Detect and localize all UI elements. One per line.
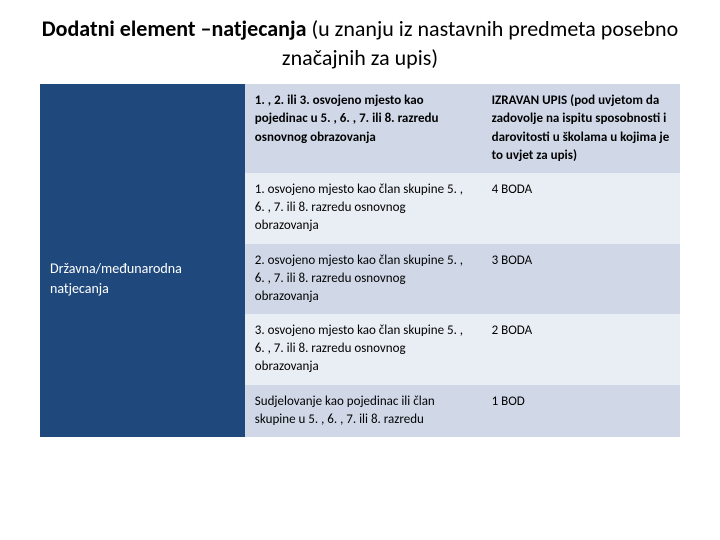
header-criterion: 1. , 2. ili 3. osvojeno mjesto kao pojed…: [245, 84, 482, 173]
table-row: 1. osvojeno mjesto kao član skupine 5. ,…: [40, 173, 680, 244]
left-spacer: [40, 385, 245, 437]
table-header-row: 1. , 2. ili 3. osvojeno mjesto kao pojed…: [40, 84, 680, 173]
header-result: IZRAVAN UPIS (pod uvjetom da zadovolje n…: [482, 84, 680, 173]
left-spacer: [40, 173, 245, 244]
row-points: 3 BODA: [482, 244, 680, 315]
row-points: 2 BODA: [482, 314, 680, 385]
row-criterion: 2. osvojeno mjesto kao član skupine 5. ,…: [245, 244, 482, 315]
page-title: Dodatni element –natjecanja (u znanju iz…: [40, 15, 680, 72]
row-criterion: Sudjelovanje kao pojedinac ili član skup…: [245, 385, 482, 437]
row-points: 1 BOD: [482, 385, 680, 437]
left-header-empty: [40, 84, 245, 173]
title-main: znanju iz nastavnih predmeta posebno zna…: [282, 15, 678, 71]
table-row: 3. osvojeno mjesto kao član skupine 5. ,…: [40, 314, 680, 385]
row-points: 4 BODA: [482, 173, 680, 244]
competition-table: 1. , 2. ili 3. osvojeno mjesto kao pojed…: [40, 84, 680, 437]
header-result-bold: IZRAVAN UPIS: [492, 93, 568, 108]
table-row: Sudjelovanje kao pojedinac ili član skup…: [40, 385, 680, 437]
row-criterion: 1. osvojeno mjesto kao član skupine 5. ,…: [245, 173, 482, 244]
title-bold: Dodatni element –natjecanja: [42, 15, 307, 42]
left-spacer: [40, 314, 245, 385]
row-criterion: 3. osvojeno mjesto kao član skupine 5. ,…: [245, 314, 482, 385]
title-light: (u: [311, 15, 334, 42]
left-label-cell: Državna/međunarodna natjecanja: [40, 244, 245, 315]
table-row: Državna/međunarodna natjecanja 2. osvoje…: [40, 244, 680, 315]
